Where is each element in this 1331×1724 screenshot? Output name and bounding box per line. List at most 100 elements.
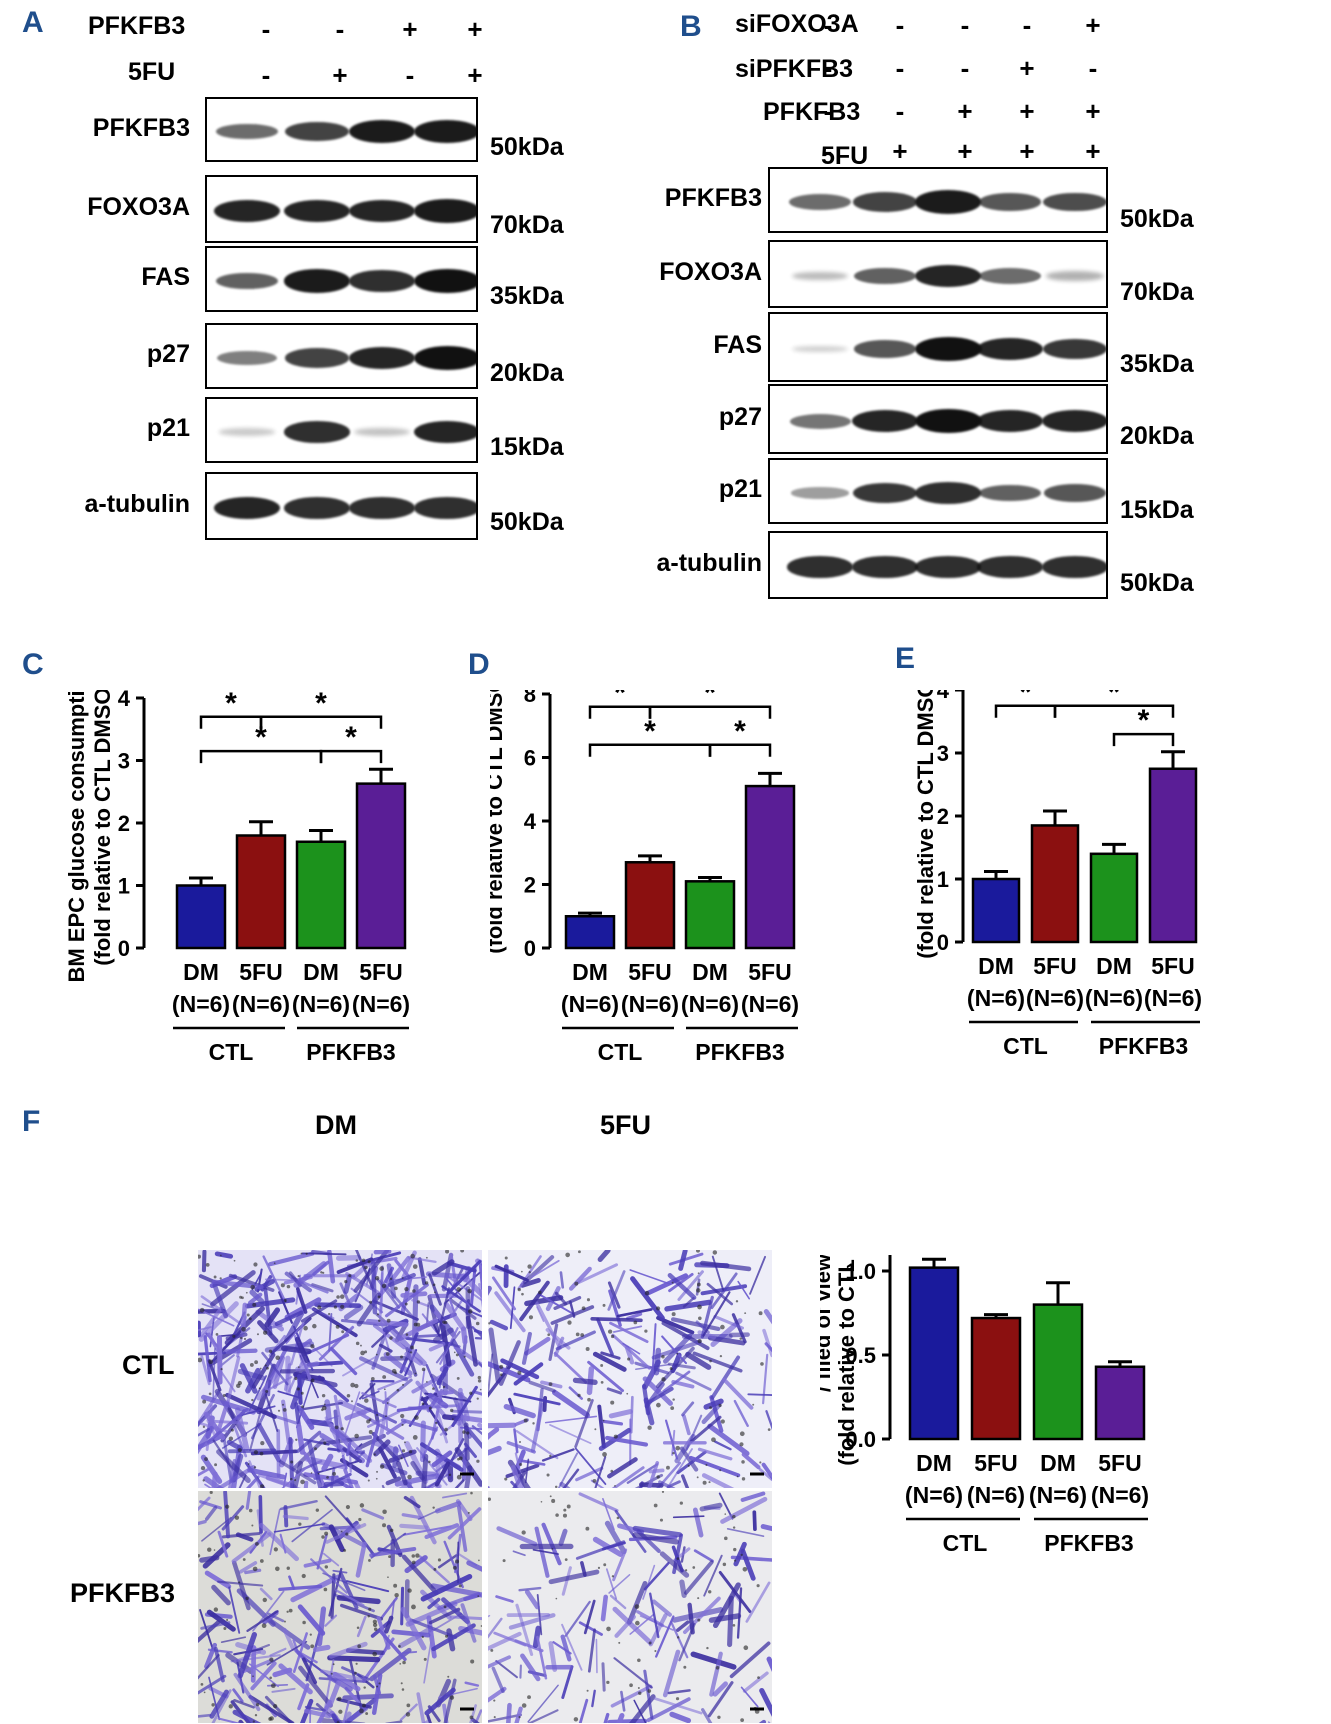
pore xyxy=(567,1320,572,1325)
pore xyxy=(610,1334,615,1339)
cell xyxy=(384,1615,394,1634)
pore xyxy=(207,1547,212,1552)
cell xyxy=(400,1418,438,1432)
pore xyxy=(469,1715,474,1720)
cell xyxy=(629,1395,634,1434)
pore xyxy=(736,1475,739,1478)
blot-band xyxy=(349,497,415,519)
cell xyxy=(712,1681,728,1697)
cell xyxy=(489,1319,509,1331)
cell xyxy=(608,1409,633,1419)
panel-label-a: A xyxy=(22,6,44,39)
pore xyxy=(324,1565,329,1569)
pore xyxy=(367,1479,370,1482)
cell xyxy=(201,1303,219,1311)
panel-label-b: B xyxy=(680,10,702,43)
cell xyxy=(232,1709,262,1723)
cell xyxy=(211,1689,232,1723)
cell xyxy=(759,1687,772,1717)
cell xyxy=(242,1658,274,1674)
cell xyxy=(471,1326,482,1339)
panel-label-f: F xyxy=(22,1105,41,1138)
pore xyxy=(421,1402,425,1406)
cell xyxy=(269,1647,287,1657)
cell xyxy=(463,1422,470,1461)
pore xyxy=(455,1559,460,1564)
cell xyxy=(758,1467,772,1482)
pore xyxy=(404,1286,409,1292)
cell xyxy=(399,1703,418,1721)
cell xyxy=(524,1458,530,1484)
x-n-label: (N=6) xyxy=(741,991,799,1017)
blot-band xyxy=(978,193,1042,211)
pore xyxy=(385,1352,390,1356)
cell xyxy=(345,1441,352,1457)
cell xyxy=(608,1574,631,1594)
cell xyxy=(575,1466,604,1482)
pore xyxy=(757,1676,760,1680)
pore xyxy=(586,1298,591,1302)
cell xyxy=(248,1694,295,1723)
pore xyxy=(400,1355,403,1359)
cell xyxy=(651,1339,702,1360)
row-label-pfkfb3: PFKFB3 xyxy=(763,98,861,126)
pore xyxy=(252,1720,255,1723)
cell xyxy=(488,1427,500,1440)
pore xyxy=(463,1355,466,1358)
cell xyxy=(669,1711,692,1723)
pore xyxy=(345,1504,351,1510)
pore xyxy=(407,1588,412,1593)
blot-band xyxy=(915,264,981,288)
pore xyxy=(458,1456,463,1461)
x-n-label: (N=6) xyxy=(232,991,290,1017)
bar xyxy=(624,861,676,950)
cell xyxy=(488,1422,517,1429)
blot-band xyxy=(348,119,416,144)
blot-label: a-tubulin xyxy=(84,490,190,518)
group-label-ctl: CTL xyxy=(209,1039,254,1065)
x-n-label: (N=6) xyxy=(1085,985,1143,1011)
cell xyxy=(282,1627,296,1651)
cell xyxy=(491,1666,505,1694)
pore xyxy=(656,1402,661,1408)
kda-marker: 15kDa xyxy=(490,433,564,461)
pore xyxy=(399,1662,402,1665)
cell xyxy=(427,1597,441,1610)
cell xyxy=(400,1586,405,1626)
pore xyxy=(540,1500,543,1503)
cell xyxy=(373,1323,406,1350)
blot-band xyxy=(214,496,280,520)
pore xyxy=(434,1291,436,1294)
cell xyxy=(662,1649,681,1698)
y-axis-label: BM EPC glucose consumption xyxy=(64,690,89,983)
pore xyxy=(333,1305,337,1309)
cell xyxy=(591,1689,596,1708)
blot-band xyxy=(853,267,917,285)
cell xyxy=(342,1356,377,1377)
cell xyxy=(207,1359,222,1392)
pore xyxy=(661,1491,665,1493)
cell xyxy=(549,1424,592,1445)
cell xyxy=(279,1460,317,1485)
pore xyxy=(532,1422,535,1425)
pore xyxy=(400,1413,405,1419)
row-label-5fu: 5FU xyxy=(821,142,869,170)
pore xyxy=(375,1477,378,1480)
pore xyxy=(435,1421,438,1425)
pore xyxy=(254,1541,259,1546)
pore xyxy=(215,1333,219,1336)
cell xyxy=(664,1419,679,1460)
row-label-sifoxo3a: siFOXO3A xyxy=(735,10,859,38)
cell xyxy=(248,1375,267,1412)
blot-band xyxy=(284,199,350,223)
cell xyxy=(726,1527,765,1538)
pore xyxy=(202,1425,206,1428)
pore xyxy=(697,1597,700,1600)
pore xyxy=(256,1333,259,1336)
cell xyxy=(736,1587,743,1639)
col-label-5fu: 5FU xyxy=(600,1110,652,1140)
pore xyxy=(549,1454,552,1458)
x-category-label: DM xyxy=(1096,953,1132,979)
pore xyxy=(254,1713,258,1717)
pore xyxy=(317,1472,320,1475)
